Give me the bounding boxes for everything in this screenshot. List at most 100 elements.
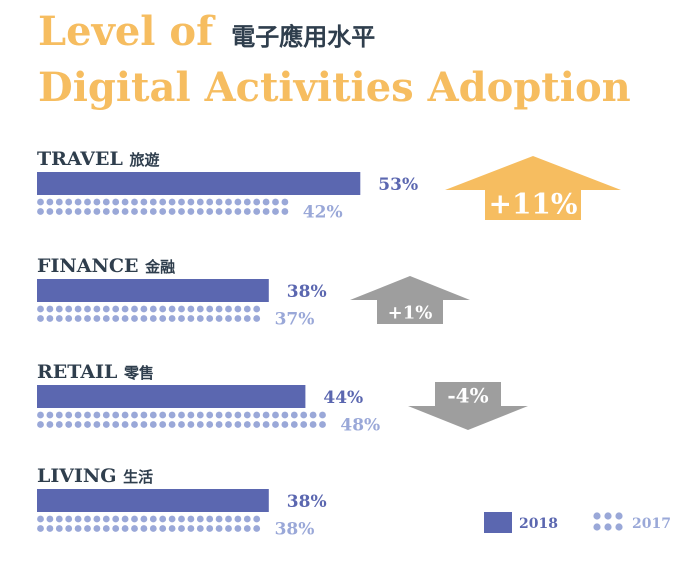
bar-2017-dot <box>159 421 167 428</box>
change-arrow-down <box>408 382 528 430</box>
bar-2017-dot <box>215 208 223 215</box>
bar-2017-dot <box>168 198 176 206</box>
bar-2017-dot <box>93 315 101 322</box>
bar-2017-dot <box>149 198 157 206</box>
bar-2017-dot <box>102 315 110 322</box>
bar-2017-dot <box>84 421 91 428</box>
bar-2017-dot <box>46 515 54 523</box>
bar-2017-dot <box>93 515 101 523</box>
bar-2017-dot <box>112 315 120 322</box>
bar-2017-dot <box>121 315 129 322</box>
bar-2017-dot <box>225 421 232 428</box>
bar-2017-dot <box>253 411 261 419</box>
bar-2017-dot <box>46 208 54 215</box>
bar-2017-dot <box>84 208 91 215</box>
bar-2017-dot <box>65 208 73 215</box>
bar-2017-dot <box>121 515 129 523</box>
bar-2017-dot <box>131 198 138 206</box>
bar-2017-dot <box>159 525 167 532</box>
bar-2017-dot <box>178 305 185 313</box>
bar-2017-dot <box>102 515 110 523</box>
bar-2017-dot <box>55 305 63 313</box>
bar-2017-dot <box>243 515 251 523</box>
bar-2017-dot <box>225 208 232 215</box>
bar-2017-dot <box>206 515 214 523</box>
bar-2017-dot <box>206 525 214 532</box>
bar-2017-dot <box>55 208 63 215</box>
bar-2017-dot <box>243 305 251 313</box>
bar-2017-dot <box>102 208 110 215</box>
bar-2017-dot <box>46 411 54 419</box>
bar-2017-dot <box>243 525 251 532</box>
bar-2017-dot <box>84 411 91 419</box>
bar-2017-dot <box>234 421 242 428</box>
bar-2017-dot <box>319 411 326 419</box>
bar-2017-dot <box>74 515 82 523</box>
bar-2017-dot <box>319 421 326 428</box>
bar-2017-dot <box>187 515 195 523</box>
bar-2017-dot <box>234 198 242 206</box>
bar-2017-dot <box>196 421 204 428</box>
bar-2017-dot <box>196 525 204 532</box>
bar-2017-dot <box>55 198 63 206</box>
bar-2017-dot <box>140 515 148 523</box>
bar-2017-dot <box>168 525 176 532</box>
bar-2017-dot <box>37 515 44 523</box>
bar-2017-dot <box>206 305 214 313</box>
bar-2017-dot <box>178 525 185 532</box>
legend-swatch-2017-dot <box>615 523 623 531</box>
bar-2017-dot <box>121 305 129 313</box>
bar-2017-dot <box>55 411 63 419</box>
title-chinese: 電子應用水平 <box>231 23 376 51</box>
bar-2017-dot <box>178 208 185 215</box>
bar-2017-dot <box>65 411 73 419</box>
category-label-zh: 旅遊 <box>130 151 160 169</box>
bar-2017-dot <box>121 411 129 419</box>
bar-2017-dot <box>65 198 73 206</box>
bar-2017-dot <box>178 315 185 322</box>
bar-2017-dot <box>187 305 195 313</box>
bar-2017-dot <box>149 305 157 313</box>
bar-2017-dot <box>140 305 148 313</box>
bar-2017-dot <box>272 411 279 419</box>
bar-2018 <box>37 385 306 408</box>
bar-2017-dot <box>131 411 138 419</box>
chart-title-line2: Digital Activities Adoption <box>38 64 631 111</box>
bar-2017-dot <box>93 421 101 428</box>
bar-2017-dot <box>46 525 54 532</box>
legend-swatch-2017-dot <box>604 512 612 520</box>
bar-2017-dot <box>65 525 73 532</box>
bar-2017-dot <box>46 305 54 313</box>
bar-2017-dot <box>159 315 167 322</box>
bar-2017-dot <box>225 315 232 322</box>
bar-2017-dot <box>121 208 129 215</box>
data-label-2017: 42% <box>303 203 343 223</box>
bar-2017-dot <box>206 421 214 428</box>
bar-2017-dot <box>225 305 232 313</box>
bar-2017-dot <box>102 525 110 532</box>
bar-2017-dot <box>281 411 289 419</box>
bar-2017-dot <box>206 411 214 419</box>
bar-2017-dot <box>215 421 223 428</box>
bar-2017-dot <box>178 515 185 523</box>
bar-2017-dot <box>215 198 223 206</box>
bar-2017-dot <box>93 411 101 419</box>
bar-2017-dot <box>112 198 120 206</box>
legend-swatch-2017-dot <box>615 512 623 520</box>
bar-2017-dot <box>243 411 251 419</box>
bar-2017-dot <box>262 411 270 419</box>
bar-2017-dot <box>243 315 251 322</box>
bar-2017-dot <box>196 411 204 419</box>
bar-2017-dot <box>112 411 120 419</box>
bar-2017-dot <box>262 421 270 428</box>
bar-2017-dot <box>168 515 176 523</box>
bar-2017-dot <box>168 208 176 215</box>
bar-2017-dot <box>37 305 44 313</box>
category-label: FINANCE 金融 <box>37 255 175 277</box>
bar-2017-dot <box>102 411 110 419</box>
data-label-2018: 44% <box>323 388 363 408</box>
bar-2017-dot <box>187 525 195 532</box>
category-label: RETAIL 零售 <box>37 361 154 383</box>
bar-2017-dot <box>290 421 298 428</box>
bar-2017-dot <box>206 208 214 215</box>
